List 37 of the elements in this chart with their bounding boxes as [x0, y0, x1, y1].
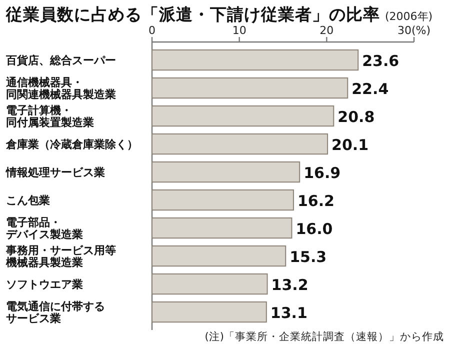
y-tick-label: 百貨店、総合スーパー: [5, 54, 116, 67]
x-tick-label: 0: [148, 24, 156, 37]
y-tick-label: 情報処理サービス業: [5, 166, 105, 179]
y-tick-label: 電気通信に付帯するサービス業: [6, 300, 105, 325]
y-tick-label: 電子計算機・同付属装置製造業: [6, 104, 94, 129]
bar: [152, 245, 286, 267]
bar: [152, 105, 334, 127]
chart-subtitle: (2006年): [385, 10, 433, 23]
bar: [152, 49, 359, 71]
data-label: 16.0: [296, 220, 333, 238]
data-label: 23.6: [362, 52, 400, 70]
bar: [152, 217, 292, 239]
data-label: 16.9: [304, 164, 341, 182]
bar: [152, 133, 328, 155]
bar: [152, 161, 300, 183]
x-tick-label: 30(%): [397, 24, 431, 37]
y-tick-label: ソフトウエア業: [6, 278, 83, 291]
data-label: 22.4: [352, 80, 389, 98]
y-tick-label: 通信機械器具・同関連機械器具製造業: [5, 76, 116, 101]
y-tick-label: 電子部品・デバイス製造業: [6, 216, 83, 241]
y-tick-label: 倉庫業（冷蔵倉庫業除く）: [5, 138, 138, 151]
bar: [152, 189, 294, 211]
data-label: 13.2: [271, 276, 308, 294]
data-label: 15.3: [290, 248, 327, 266]
text: (注)「事業所・企業統計調査（速報）」から作成: [204, 330, 444, 343]
bar: [152, 77, 348, 99]
data-label: 20.8: [338, 108, 375, 126]
bar: [152, 273, 268, 295]
data-label: 20.1: [332, 136, 369, 154]
x-tick-label: 10: [232, 24, 246, 37]
x-tick-label: 20: [320, 24, 334, 37]
bar: [152, 301, 267, 323]
data-label: 16.2: [297, 192, 334, 210]
data-label: 13.1: [270, 304, 308, 322]
chart-title: 従業員数に占める「派遣・下請け従業者」の比率: [5, 5, 380, 24]
y-tick-label: 事務用・サービス用等機械器具製造業: [5, 244, 116, 269]
y-tick-label: こん包業: [6, 194, 50, 207]
